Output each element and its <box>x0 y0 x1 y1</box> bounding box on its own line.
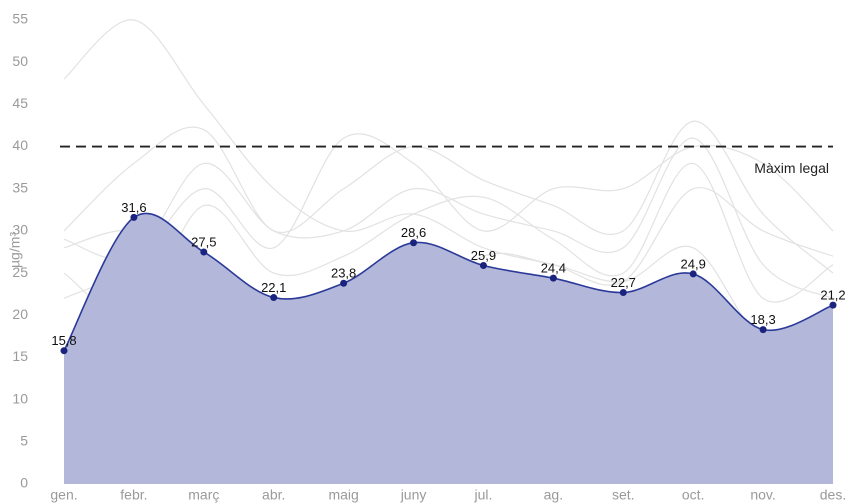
value-label: 31,6 <box>121 200 146 215</box>
y-tick-label: 55 <box>12 11 28 27</box>
y-tick-label: 5 <box>20 433 28 449</box>
value-label: 25,9 <box>471 248 496 263</box>
point <box>130 213 138 221</box>
x-tick-label: febr. <box>120 487 147 503</box>
x-tick-label: set. <box>612 487 635 503</box>
background-line <box>63 120 834 274</box>
background-line <box>63 162 834 318</box>
value-label: 28,6 <box>401 225 426 240</box>
value-label: 23,8 <box>331 266 356 281</box>
y-tick-label: 15 <box>12 348 28 364</box>
x-tick-label: gen. <box>50 487 77 503</box>
point <box>619 288 627 296</box>
value-label: 24,4 <box>541 261 566 276</box>
x-tick-label: ag. <box>544 487 563 503</box>
x-tick-label: oct. <box>682 487 705 503</box>
x-tick-label: maig <box>328 487 358 503</box>
point <box>340 279 348 287</box>
y-tick-label: 30 <box>12 222 28 238</box>
point <box>60 347 68 355</box>
x-tick-label: jul. <box>474 487 493 503</box>
y-tick-label: 35 <box>12 179 28 195</box>
y-axis-title: µg/m³ <box>7 232 23 268</box>
y-tick-label: 25 <box>12 264 28 280</box>
background-line <box>63 137 834 299</box>
y-tick-label: 40 <box>12 137 28 153</box>
point <box>479 261 487 269</box>
x-tick-label: abr. <box>262 487 285 503</box>
point <box>549 274 557 282</box>
point <box>270 294 278 302</box>
background-line <box>63 19 834 286</box>
value-label: 27,5 <box>191 234 216 249</box>
value-label: 22,1 <box>261 280 286 295</box>
point <box>410 239 418 247</box>
x-tick-label: març <box>188 487 219 503</box>
x-tick-label: juny <box>400 487 427 503</box>
point <box>689 270 697 278</box>
value-label: 24,9 <box>681 256 706 271</box>
point <box>829 301 837 309</box>
y-tick-label: 20 <box>12 306 28 322</box>
y-tick-label: 45 <box>12 95 28 111</box>
value-label: 18,3 <box>750 312 775 327</box>
y-tick-label: 0 <box>20 475 28 491</box>
value-label: 21,2 <box>820 288 845 303</box>
reference-label: Màxim legal <box>754 160 829 176</box>
value-label: 22,7 <box>611 275 636 290</box>
y-tick-label: 10 <box>12 390 28 406</box>
x-tick-label: nov. <box>750 487 775 503</box>
area <box>64 213 833 484</box>
point <box>200 248 208 256</box>
value-label: 15,8 <box>51 333 76 348</box>
y-tick-label: 50 <box>12 53 28 69</box>
line <box>63 212 834 352</box>
point <box>759 326 767 334</box>
x-tick-label: des. <box>820 487 846 503</box>
